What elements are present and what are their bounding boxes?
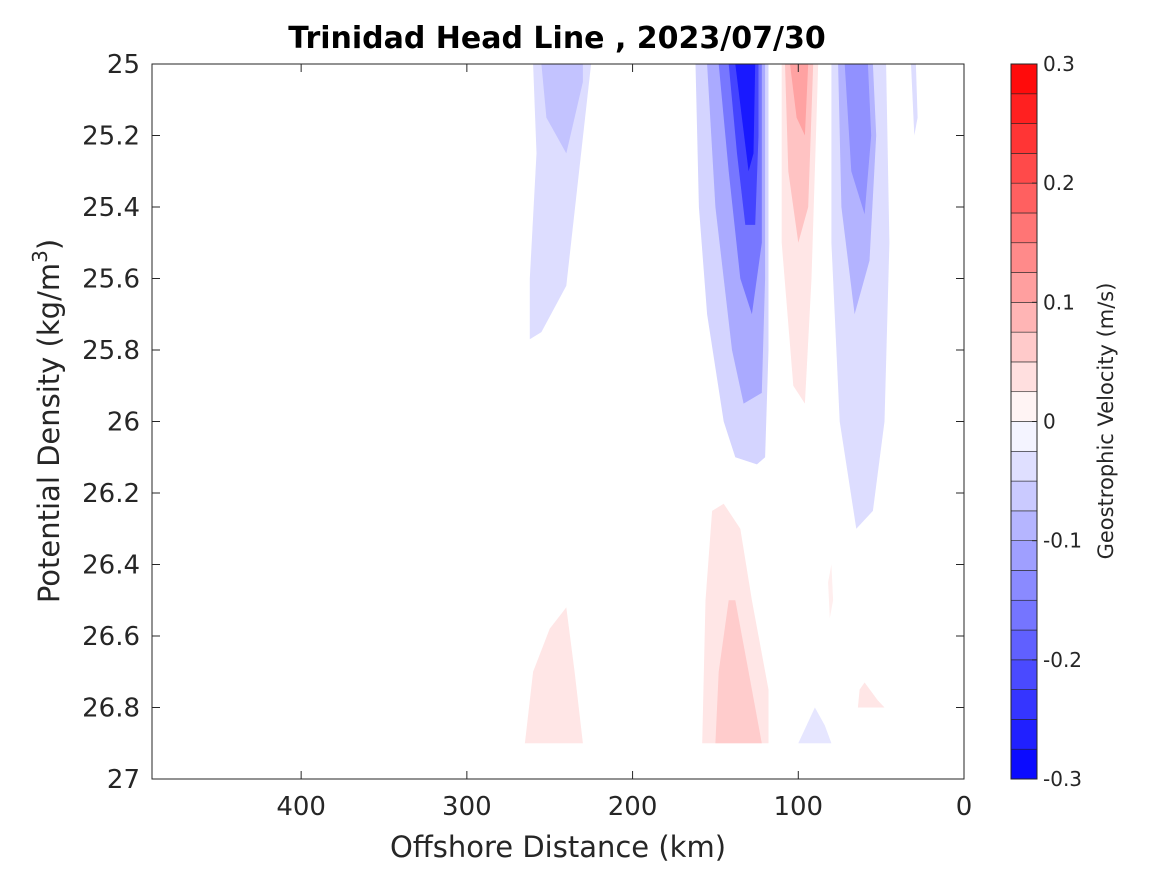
contour-negative-6 [735,64,756,172]
y-tick-label: 25.4 [82,193,140,223]
y-tick-label: 26.2 [82,479,140,509]
contour-positive-19 [828,564,834,619]
contour-negative-10 [911,64,918,136]
colorbar-band [1010,540,1038,571]
y-tick-label: 26 [107,408,140,438]
colorbar-tick-label: -0.3 [1043,767,1082,791]
colorbar-band [1010,450,1038,482]
x-tick-label: 300 [442,792,492,822]
colorbar-band [1010,719,1038,750]
colorbar-band [1010,302,1038,333]
colorbar-band [1010,93,1038,124]
y-tick-label: 25.6 [82,265,140,295]
colorbar-band [1010,510,1038,541]
colorbar-band [1010,361,1038,393]
contour-positive-17 [524,607,583,744]
contour-positive-14 [790,64,809,136]
colorbar-band [1010,629,1038,661]
y-axis: 25 25.2 25.4 25.6 25.8 26 26.2 26.4 26.6 26.8 27 [82,50,964,795]
colorbar [1010,63,1038,780]
y-axis-label-superscript: 3 [28,250,52,263]
colorbar-band [1010,659,1038,690]
contour-positive-13 [785,64,814,243]
colorbar-band [1010,63,1038,95]
colorbar-tick-label: -0.2 [1043,648,1082,672]
colorbar-label: Geostrophic Velocity (m/s) [1094,283,1118,560]
colorbar-ticks: 0.3 0.2 0.1 0 -0.1 -0.2 -0.3 [1032,52,1082,791]
y-axis-label-tail: ) [32,239,66,250]
x-tick-label: 100 [773,792,823,822]
y-tick-label: 25 [107,50,140,80]
colorbar-band [1010,153,1038,184]
colorbar-tick-label: -0.1 [1043,529,1082,553]
x-tick-label: 400 [276,792,326,822]
y-tick-label: 25.2 [82,122,140,152]
colorbar-band [1010,242,1038,273]
x-axis: 400 300 200 100 0 [276,64,972,822]
y-tick-label: 26.6 [82,622,140,652]
colorbar-band [1010,570,1038,601]
colorbar-band [1010,272,1038,303]
colorbar-band [1010,599,1038,631]
y-axis-label-main: Potential Density (kg/m [32,263,66,603]
colorbar-band [1010,748,1038,780]
x-tick-label: 200 [608,792,658,822]
colorbar-tick-label: 0.2 [1043,171,1075,195]
chart-title: Trinidad Head Line , 2023/07/30 [288,21,825,56]
y-tick-label: 26.4 [82,551,140,581]
colorbar-band [1010,331,1038,363]
contour-positive-16 [715,600,762,744]
y-tick-label: 27 [107,765,140,795]
contour-negative-11 [798,707,832,744]
contour-negative-0 [529,64,592,340]
colorbar-tick-label: 0.3 [1043,52,1075,76]
x-tick-label: 0 [956,792,973,822]
contour-negative-9 [844,64,872,215]
contour-positive-18 [857,682,885,708]
colorbar-band [1010,480,1038,512]
colorbar-band [1010,182,1038,214]
y-tick-label: 25.8 [82,336,140,366]
colorbar-tick-label: 0.1 [1043,290,1075,314]
colorbar-band [1010,212,1038,244]
y-tick-label: 26.8 [82,694,140,724]
y-axis-label: Potential Density (kg/m3) [28,239,66,603]
contour-fills [524,64,918,744]
colorbar-tick-label: 0 [1043,410,1056,434]
contour-negative-1 [541,64,583,154]
colorbar-band [1010,689,1038,720]
colorbar-band [1010,123,1038,154]
colorbar-band [1010,391,1038,422]
x-axis-label: Offshore Distance (km) [390,830,726,864]
colorbar-band [1010,421,1038,452]
